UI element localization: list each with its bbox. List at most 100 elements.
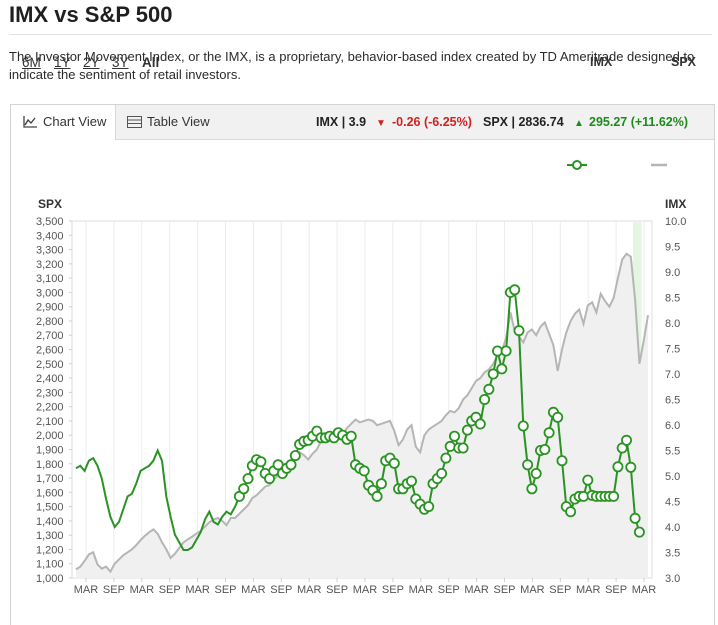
right-axis-tick: 3.5: [665, 548, 680, 560]
spx-line: [75, 252, 649, 574]
spx-quote-label: SPX | 2836.74: [483, 115, 564, 129]
right-axis-tick: 6.0: [665, 420, 680, 432]
right-axis-tick: 9.5: [665, 242, 680, 254]
x-axis-tick: SEP: [103, 584, 125, 596]
left-axis-tick: 2,600: [36, 345, 64, 357]
imx-legend-marker-icon: [567, 160, 587, 170]
imx-point: [582, 474, 594, 486]
left-axis-tick: 1,200: [36, 544, 64, 556]
imx-point: [496, 363, 508, 375]
right-axis-tick: 5.0: [665, 471, 680, 483]
x-axis-tick: MAR: [74, 584, 99, 596]
x-axis-tick: SEP: [493, 584, 515, 596]
imx-point: [375, 478, 387, 490]
imx-point: [487, 368, 499, 380]
right-axis-tick: 4.5: [665, 497, 680, 509]
range-all[interactable]: All: [142, 55, 160, 70]
right-axis-tick: 10.0: [665, 216, 686, 228]
right-axis-tick: 4.0: [665, 522, 680, 534]
imx-point: [358, 465, 370, 477]
range-6m[interactable]: 6M: [22, 55, 41, 70]
right-axis-tick: 6.5: [665, 395, 680, 407]
imx-point: [608, 490, 620, 502]
imx-point: [345, 430, 357, 442]
tab-table-view[interactable]: Table View: [115, 105, 219, 139]
imx-point: [289, 450, 301, 462]
x-axis-tick: MAR: [130, 584, 155, 596]
left-axis-tick: 3,300: [36, 245, 64, 257]
imx-point: [513, 325, 525, 337]
imx-point: [565, 506, 577, 518]
left-axis-tick: 1,100: [36, 559, 64, 571]
legend-spx[interactable]: SPX: [671, 55, 697, 69]
imx-point: [440, 452, 452, 464]
imx-point: [405, 475, 417, 487]
left-axis-tick: 1,700: [36, 473, 64, 485]
imx-point: [423, 501, 435, 513]
x-axis-tick: SEP: [270, 584, 292, 596]
imx-point: [500, 345, 512, 357]
imx-point: [522, 459, 534, 471]
imx-change: -0.26 (-6.25%): [392, 115, 472, 129]
imx-point: [242, 473, 254, 485]
x-axis-tick: MAR: [576, 584, 601, 596]
right-axis-tick: 7.5: [665, 344, 680, 356]
left-axis-tick: 3,100: [36, 273, 64, 285]
x-axis-tick: MAR: [464, 584, 489, 596]
right-axis-tick: 5.5: [665, 446, 680, 458]
x-axis-tick: SEP: [326, 584, 348, 596]
imx-quote-label: IMX | 3.9: [316, 115, 367, 129]
left-axis-tick: 1,800: [36, 459, 64, 471]
left-axis-tick: 1,400: [36, 516, 64, 528]
imx-point: [625, 461, 637, 473]
imx-point: [509, 284, 521, 296]
x-axis-tick: SEP: [605, 584, 627, 596]
imx-point: [483, 383, 495, 395]
range-1y[interactable]: 1Y: [54, 55, 71, 70]
imx-point: [479, 393, 491, 405]
view-tabbar: Chart View Table View IMX | 3.9 ▼ -0.26 …: [11, 105, 714, 140]
x-axis-tick: SEP: [549, 584, 571, 596]
table-icon: [127, 116, 142, 128]
imx-point: [633, 526, 645, 538]
x-axis-tick: MAR: [185, 584, 210, 596]
range-3y[interactable]: 3Y: [112, 55, 129, 70]
tab-chart-view-label: Chart View: [43, 114, 107, 129]
x-axis-tick: MAR: [353, 584, 378, 596]
x-axis-tick: SEP: [382, 584, 404, 596]
left-axis-tick: 3,500: [36, 216, 64, 228]
imx-point: [436, 467, 448, 479]
spx-area: [76, 253, 648, 579]
left-axis-tick: 2,300: [36, 387, 64, 399]
imx-point: [388, 457, 400, 469]
imx-point: [539, 443, 551, 455]
x-axis-tick: MAR: [297, 584, 322, 596]
imx-point: [612, 461, 624, 473]
imx-point: [461, 424, 473, 436]
page-title: IMX vs S&P 500: [9, 2, 173, 27]
right-axis-tick: 8.5: [665, 293, 680, 305]
imx-point: [448, 430, 460, 442]
imx-point: [530, 467, 542, 479]
left-axis-tick: 3,400: [36, 230, 64, 242]
imx-point: [621, 434, 633, 446]
x-axis-tick: MAR: [632, 584, 657, 596]
imx-point: [474, 418, 486, 430]
spx-change: 295.27 (+11.62%): [589, 115, 689, 129]
imx-point: [629, 512, 641, 524]
imx-down-arrow-icon: ▼: [376, 118, 386, 129]
imx-point: [444, 440, 456, 452]
left-axis-tick: 3,000: [36, 287, 64, 299]
range-2y[interactable]: 2Y: [83, 55, 100, 70]
left-axis-tick: 1,000: [36, 573, 64, 585]
imx-point: [255, 456, 267, 468]
x-axis-tick: MAR: [520, 584, 545, 596]
legend-imx[interactable]: IMX: [590, 55, 613, 69]
left-axis-tick: 2,800: [36, 316, 64, 328]
imx-point: [238, 483, 250, 495]
tab-chart-view[interactable]: Chart View: [11, 105, 116, 140]
left-axis-tick: 1,900: [36, 444, 64, 456]
imx-point: [457, 442, 469, 454]
right-axis-tick: 7.0: [665, 369, 680, 381]
